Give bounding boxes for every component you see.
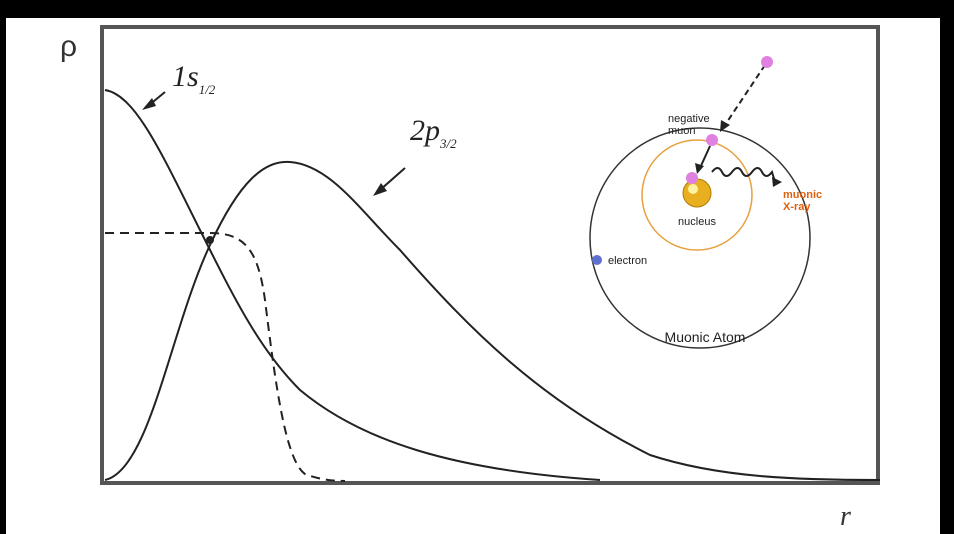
nucleus-highlight xyxy=(688,184,698,194)
xray-label: muonic xyxy=(783,189,822,201)
xray-label: X-ray xyxy=(783,201,811,213)
muon xyxy=(761,56,773,68)
label-2p-sub: 3/2 xyxy=(439,136,457,151)
label-2p-main: 2p xyxy=(410,114,440,147)
electron-label: electron xyxy=(608,255,647,267)
muon-label: negative xyxy=(668,113,710,125)
y-axis-label: ρ xyxy=(60,30,77,63)
page: ρ r 1s1/2 2p3/2 negative muon nucleus el… xyxy=(0,0,954,534)
inset-title: Muonic Atom xyxy=(665,329,746,345)
muon xyxy=(686,172,698,184)
x-axis-label: r xyxy=(840,501,851,532)
label-1s-main: 1s xyxy=(172,60,199,93)
electron xyxy=(592,255,602,265)
slide: ρ r 1s1/2 2p3/2 negative muon nucleus el… xyxy=(0,0,954,534)
label-1s-sub: 1/2 xyxy=(199,82,216,97)
panel xyxy=(6,18,940,534)
muon-label: muon xyxy=(668,125,696,137)
nucleus xyxy=(683,179,711,207)
nucleus-label: nucleus xyxy=(678,216,716,228)
intersection xyxy=(206,236,214,244)
muon xyxy=(706,134,718,146)
